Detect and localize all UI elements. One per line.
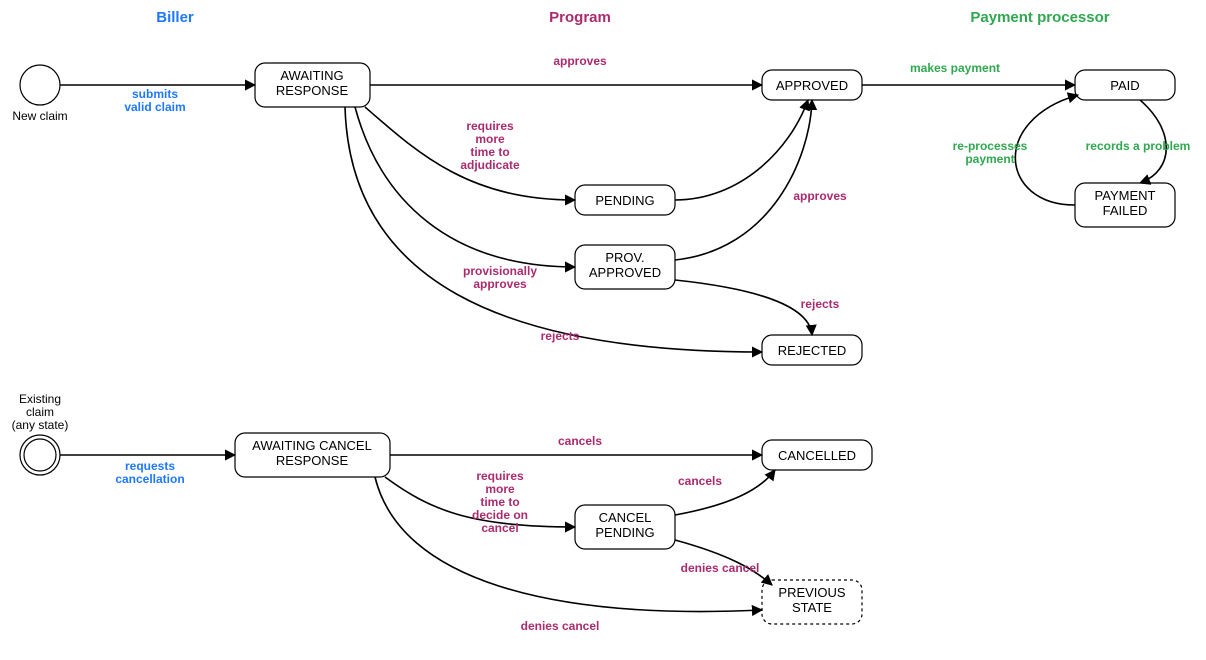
edge-prov-to-rejected (675, 280, 812, 335)
elabel-approves2: approves (793, 189, 847, 203)
elabel-rejects2: rejects (801, 297, 840, 311)
state-diagram: Biller Program Payment processor New cla… (0, 0, 1206, 660)
label-cancelled: CANCELLED (778, 448, 856, 463)
elabel-denies-cancel: denies cancel (681, 561, 760, 575)
label-cancel-pending: CANCELPENDING (595, 510, 654, 540)
elabel-requests-cancel: requestscancellation (115, 459, 184, 486)
elabel-requires-time: requiresmoretime toadjudicate (460, 119, 520, 172)
elabel-cancels: cancels (558, 434, 602, 448)
label-paid: PAID (1110, 78, 1139, 93)
elabel-cancels2: cancels (678, 474, 722, 488)
label-awaiting-response: AWAITINGRESPONSE (276, 68, 349, 98)
label-new-claim: New claim (12, 109, 67, 123)
label-pending: PENDING (595, 193, 654, 208)
start-existing-claim-inner (24, 439, 56, 471)
elabel-submits: submitsvalid claim (124, 87, 185, 114)
elabel-makes-payment: makes payment (910, 61, 1000, 75)
edge-awaiting-to-prov (355, 107, 575, 267)
elabel-rejects: rejects (541, 329, 580, 343)
edge-awaitcancel-to-prev (375, 477, 762, 611)
elabel-denies-cancel2: denies cancel (521, 619, 600, 633)
header-program: Program (549, 9, 611, 26)
elabel-prov-approves: provisionallyapproves (463, 264, 537, 291)
header-biller: Biller (156, 9, 194, 26)
start-new-claim (20, 65, 60, 105)
elabel-records-problem: records a problem (1086, 139, 1191, 153)
label-rejected: REJECTED (778, 343, 847, 358)
elabel-approves: approves (553, 54, 607, 68)
header-payproc: Payment processor (970, 9, 1109, 26)
label-existing-claim: Existingclaim(any state) (12, 392, 69, 432)
label-approved: APPROVED (776, 78, 848, 93)
label-payment-failed: PAYMENTFAILED (1095, 188, 1156, 218)
elabel-reprocesses: re-processespayment (953, 139, 1028, 166)
